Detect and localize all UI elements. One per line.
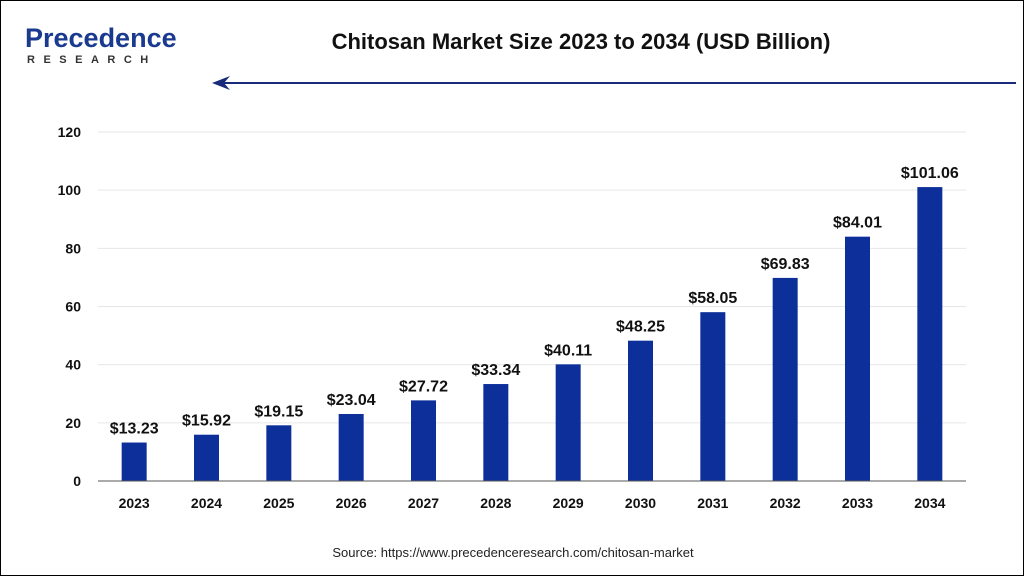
x-tick-label: 2034: [914, 495, 945, 511]
data-label: $15.92: [182, 413, 231, 430]
y-tick-label: 120: [58, 124, 82, 140]
x-axis-ticks: 2023 2024 2025 2026 2027 2028 2029 2030 2031 2032…: [119, 495, 946, 511]
logo-name: Precedence: [25, 23, 177, 53]
x-tick-label: 2033: [842, 495, 873, 511]
x-tick-label: 2029: [553, 495, 584, 511]
y-tick-label: 60: [65, 299, 81, 315]
bar-2027: [411, 400, 436, 481]
data-label: $48.25: [616, 319, 665, 336]
x-tick-label: 2024: [191, 495, 222, 511]
bar-2024: [194, 434, 219, 481]
data-label: $58.05: [688, 290, 737, 307]
source-note: Source: https://www.precedenceresearch.c…: [332, 545, 694, 560]
data-label: $19.15: [254, 403, 303, 420]
bar-2025: [266, 425, 292, 481]
x-tick-label: 2028: [480, 495, 511, 511]
arrow-left-icon: [212, 76, 230, 90]
bar-2029: [555, 364, 581, 481]
bar-2030: [628, 340, 653, 481]
bar-2032: [772, 277, 798, 481]
x-tick-label: 2030: [625, 495, 656, 511]
y-tick-label: 80: [65, 240, 81, 256]
data-label: $27.72: [399, 378, 448, 395]
y-tick-label: 0: [73, 473, 81, 489]
y-tick-label: 40: [65, 357, 81, 373]
gridlines: [98, 131, 966, 424]
x-tick-label: 2025: [263, 495, 294, 511]
data-label: $69.83: [761, 256, 810, 273]
data-label: $33.34: [471, 362, 520, 379]
data-labels: $13.23 $15.92 $19.15 $23.04 $27.72 $33.34 $40.…: [110, 165, 959, 437]
data-label: $23.04: [327, 392, 376, 409]
bar-2034: [917, 187, 943, 481]
bars: [121, 187, 943, 481]
chart-title: Chitosan Market Size 2023 to 2034 (USD B…: [331, 29, 831, 54]
bar-2033: [845, 236, 870, 481]
x-tick-label: 2027: [408, 495, 439, 511]
x-tick-label: 2031: [697, 495, 728, 511]
bar-2023: [121, 442, 147, 481]
precedence-logo: Precedence RESEARCH: [25, 23, 177, 66]
y-axis-ticks: 0 20 40 60 80 100 120: [58, 124, 82, 489]
y-tick-label: 100: [58, 182, 82, 198]
data-label: $101.06: [901, 165, 959, 182]
bar-2031: [700, 312, 726, 481]
data-label: $84.01: [833, 215, 882, 232]
data-label: $40.11: [544, 342, 592, 359]
arrow-line: [212, 76, 1016, 90]
y-tick-label: 20: [65, 415, 81, 431]
x-tick-label: 2032: [770, 495, 801, 511]
data-label: $13.23: [110, 421, 159, 438]
x-tick-label: 2026: [336, 495, 367, 511]
logo-sub: RESEARCH: [27, 54, 157, 66]
x-tick-label: 2023: [119, 495, 150, 511]
bar-2028: [483, 384, 509, 481]
bar-2026: [338, 413, 364, 481]
